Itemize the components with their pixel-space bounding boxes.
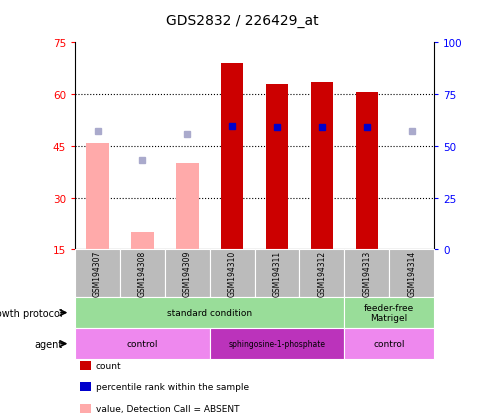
Bar xyxy=(355,93,377,250)
Text: GSM194313: GSM194313 xyxy=(362,251,371,297)
Bar xyxy=(221,64,243,250)
Text: GSM194308: GSM194308 xyxy=(137,251,147,297)
Text: control: control xyxy=(373,339,404,348)
Text: GSM194307: GSM194307 xyxy=(93,250,102,297)
Text: GSM194311: GSM194311 xyxy=(272,251,281,297)
Text: standard condition: standard condition xyxy=(167,309,252,317)
Bar xyxy=(265,85,287,250)
Text: sphingosine-1-phosphate: sphingosine-1-phosphate xyxy=(228,339,325,348)
Text: value, Detection Call = ABSENT: value, Detection Call = ABSENT xyxy=(95,404,239,413)
Text: GDS2832 / 226429_at: GDS2832 / 226429_at xyxy=(166,14,318,28)
Text: count: count xyxy=(95,361,121,370)
Text: percentile rank within the sample: percentile rank within the sample xyxy=(95,382,248,392)
Text: GSM194312: GSM194312 xyxy=(317,251,326,297)
Text: GSM194314: GSM194314 xyxy=(406,251,415,297)
Text: control: control xyxy=(126,339,158,348)
Bar xyxy=(310,83,333,250)
Text: feeder-free
Matrigel: feeder-free Matrigel xyxy=(363,303,413,323)
Bar xyxy=(86,143,108,250)
Bar xyxy=(131,233,153,250)
Bar xyxy=(176,164,198,250)
Text: growth protocol: growth protocol xyxy=(0,308,63,318)
Text: agent: agent xyxy=(35,339,63,349)
Text: GSM194309: GSM194309 xyxy=(182,250,192,297)
Text: GSM194310: GSM194310 xyxy=(227,251,236,297)
